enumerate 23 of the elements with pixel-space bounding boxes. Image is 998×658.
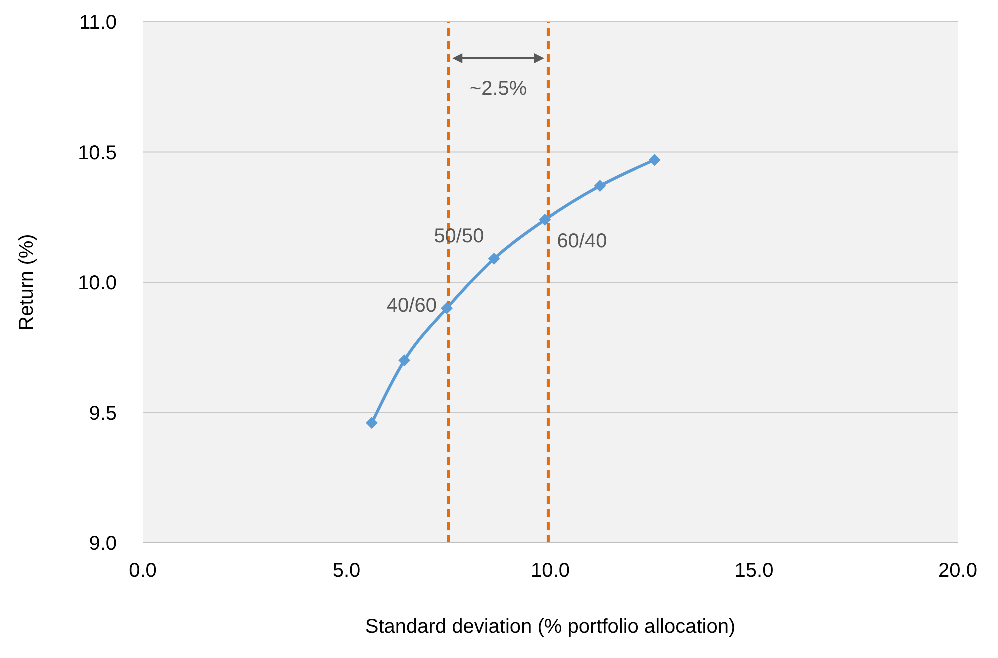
x-tick-label: 10.0 (531, 560, 570, 582)
annotation: 50/50 (434, 225, 484, 248)
x-tick-label: 5.0 (332, 560, 361, 582)
y-tick-label: 10.5 (78, 142, 117, 164)
annotation: 40/60 (386, 294, 437, 317)
y-tick-label: 11.0 (80, 12, 117, 34)
y-tick-label: 9.0 (89, 533, 117, 556)
y-tick-label: 10.0 (78, 272, 117, 295)
point (594, 180, 606, 192)
x-tick-label: 15.0 (734, 560, 774, 582)
x-axis-title: Standard deviation (% portfolio allocation) (365, 616, 736, 638)
point (648, 154, 661, 166)
point (398, 354, 411, 367)
point (488, 253, 500, 266)
y-tick-label: 9.5 (89, 402, 117, 425)
point (440, 302, 453, 315)
point (366, 417, 378, 430)
y-axis-title: Return (%) (16, 234, 38, 331)
x-tick-label: 20.0 (938, 560, 978, 582)
annotation: 60/40 (557, 230, 608, 252)
x-tick-label: 0.0 (129, 560, 157, 582)
annotation: ~2.5% (470, 78, 528, 100)
point (539, 214, 552, 226)
